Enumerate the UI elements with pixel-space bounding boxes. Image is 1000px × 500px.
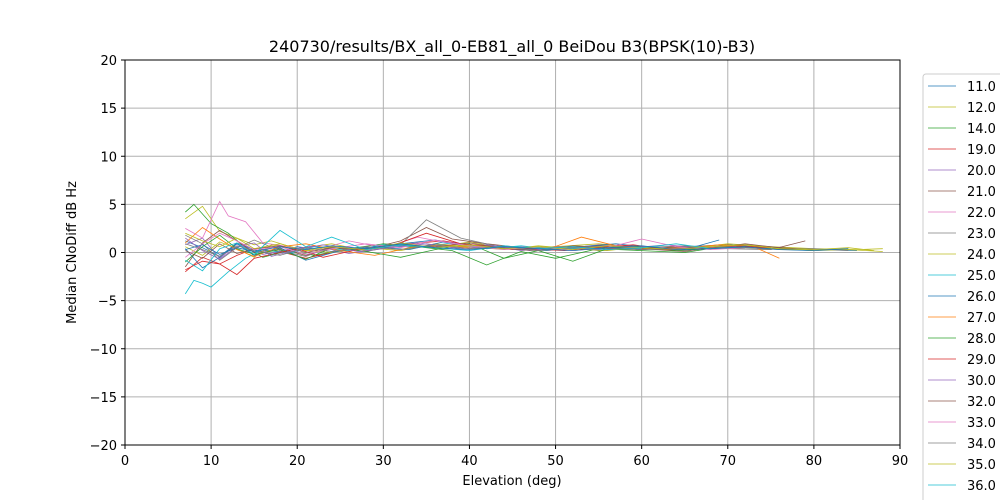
- x-tick-label: 50: [547, 454, 564, 469]
- y-tick-label: 15: [100, 102, 117, 117]
- legend-item: 35.0: [928, 458, 996, 473]
- legend-label: 26.0: [967, 290, 996, 305]
- legend-label: 28.0: [967, 332, 996, 347]
- legend-item: 21.0: [928, 185, 996, 200]
- legend-label: 23.0: [967, 227, 996, 242]
- legend-item: 36.0: [928, 479, 996, 494]
- y-tick-label: 10: [100, 150, 117, 165]
- legend-item: 28.0: [928, 332, 996, 347]
- legend-item: 14.0: [928, 122, 996, 137]
- chart-title: 240730/results/BX_all_0-EB81_all_0 BeiDo…: [269, 37, 755, 57]
- y-tick-label: 5: [109, 198, 117, 213]
- legend-item: 32.0: [928, 395, 996, 410]
- x-tick-label: 40: [461, 454, 478, 469]
- legend-label: 32.0: [967, 395, 996, 410]
- legend-label: 25.0: [967, 269, 996, 284]
- series-line-37.0: [185, 243, 849, 255]
- series-line-26.0: [185, 239, 720, 269]
- legend-box: [922, 73, 1000, 500]
- legend-item: 20.0: [928, 164, 996, 179]
- legend-item: 22.0: [928, 206, 996, 221]
- legend-item: 23.0: [928, 227, 996, 242]
- series-lines: [184, 200, 883, 295]
- legend-label: 30.0: [967, 374, 996, 389]
- legend-label: 34.0: [967, 437, 996, 452]
- legend-label: 14.0: [967, 122, 996, 137]
- legend-item: 19.0: [928, 143, 996, 158]
- legend-label: 20.0: [967, 164, 996, 179]
- legend-label: 27.0: [967, 311, 996, 326]
- legend-item: 12.0: [928, 101, 996, 116]
- x-tick-label: 60: [633, 454, 650, 469]
- series-line-33.0: [185, 232, 746, 258]
- legend-label: 24.0: [967, 248, 996, 263]
- legend-label: 33.0: [967, 416, 996, 431]
- legend-label: 36.0: [967, 479, 996, 494]
- legend-item: 11.0: [928, 80, 996, 95]
- series-line-12.0: [185, 205, 883, 252]
- legend-item: 27.0: [928, 311, 996, 326]
- y-tick-label: −20: [90, 439, 117, 454]
- y-tick-label: −15: [90, 391, 117, 406]
- series-line-34.0: [185, 243, 849, 257]
- legend-item: 26.0: [928, 290, 996, 305]
- legend-label: 12.0: [967, 101, 996, 116]
- x-tick-label: 70: [720, 454, 737, 469]
- legend-label: 22.0: [967, 206, 996, 221]
- x-tick-label: 10: [203, 454, 220, 469]
- legend-item: 34.0: [928, 437, 996, 452]
- series-line-35.0: [185, 232, 875, 252]
- legend-label: 21.0: [967, 185, 996, 200]
- legend-item: 24.0: [928, 248, 996, 263]
- x-tick-label: 80: [806, 454, 823, 469]
- y-tick-label: −5: [98, 295, 117, 310]
- legend-label: 29.0: [967, 353, 996, 368]
- legend-item: 30.0: [928, 374, 996, 389]
- series-line-14.0: [185, 203, 814, 266]
- x-tick-label: 20: [289, 454, 306, 469]
- legend-item: 29.0: [928, 353, 996, 368]
- x-axis-label: Elevation (deg): [462, 474, 561, 489]
- y-axis-ticks: −20 −15 −10 −5 0 5 10 15 20: [90, 54, 125, 454]
- legend: 11.0 12.0 14.0 19.0 20.0 21.0 22.0 23.0 24.0 25.0…: [922, 73, 1000, 500]
- y-tick-label: 20: [100, 54, 117, 69]
- legend-item: 25.0: [928, 269, 996, 284]
- x-tick-label: 90: [892, 454, 909, 469]
- x-tick-label: 0: [121, 454, 129, 469]
- legend-label: 35.0: [967, 458, 996, 473]
- x-tick-label: 30: [375, 454, 392, 469]
- series-line-36.0: [185, 229, 746, 272]
- x-axis-ticks: 0 10 20 30 40 50 60 70 80 90: [121, 445, 908, 469]
- y-tick-label: −10: [90, 343, 117, 358]
- y-axis-label: Median CNoDiff dB Hz: [65, 181, 80, 324]
- legend-item: 33.0: [928, 416, 996, 431]
- y-tick-label: 0: [109, 247, 117, 262]
- legend-label: 19.0: [967, 143, 996, 158]
- legend-label: 11.0: [967, 80, 996, 95]
